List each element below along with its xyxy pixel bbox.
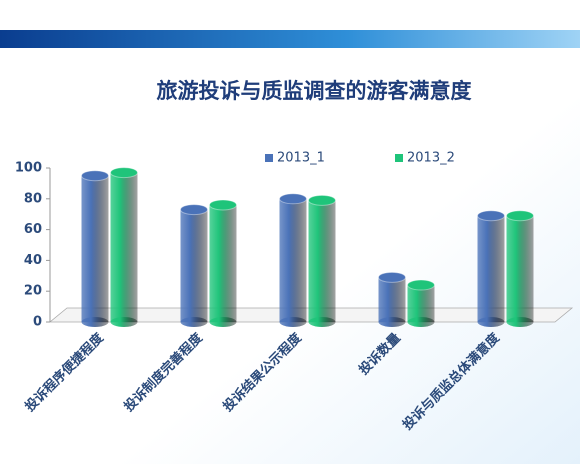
bar-top	[506, 210, 534, 222]
bar-bottom	[407, 317, 435, 327]
header-band	[0, 30, 580, 48]
bar-top	[378, 271, 406, 283]
chart-title: 旅游投诉与质监调查的游客满意度	[157, 79, 472, 103]
legend-swatch	[265, 154, 273, 162]
bar	[279, 198, 307, 322]
bar-top	[81, 170, 109, 182]
bar	[308, 200, 336, 322]
bar-top	[279, 193, 307, 205]
bar	[180, 209, 208, 322]
bar-top	[477, 210, 505, 222]
bar-bottom	[209, 317, 237, 327]
bar-top	[407, 279, 435, 291]
bar-bottom	[378, 317, 406, 327]
bar	[209, 204, 237, 322]
bar-bottom	[81, 317, 109, 327]
bar-bottom	[110, 317, 138, 327]
y-tick-label: 100	[15, 161, 42, 176]
bar	[506, 215, 534, 322]
legend-swatch	[395, 154, 403, 162]
bar-bottom	[506, 317, 534, 327]
bar	[378, 277, 406, 322]
bar	[110, 172, 138, 322]
bar-bottom	[279, 317, 307, 327]
y-tick-label: 0	[33, 315, 42, 330]
legend-label: 2013_1	[277, 151, 325, 166]
y-tick-label: 60	[24, 222, 42, 237]
bar-top	[180, 204, 208, 216]
bar-top	[209, 199, 237, 211]
bar	[477, 215, 505, 322]
y-tick-label: 40	[24, 253, 42, 268]
bar	[407, 285, 435, 322]
bar-bottom	[477, 317, 505, 327]
bar-top	[308, 194, 336, 206]
legend-label: 2013_2	[407, 151, 455, 166]
bar-top	[110, 167, 138, 179]
bar-bottom	[308, 317, 336, 327]
y-tick-label: 80	[24, 191, 42, 206]
bar	[81, 175, 109, 322]
y-tick-label: 20	[24, 284, 42, 299]
bar-bottom	[180, 317, 208, 327]
